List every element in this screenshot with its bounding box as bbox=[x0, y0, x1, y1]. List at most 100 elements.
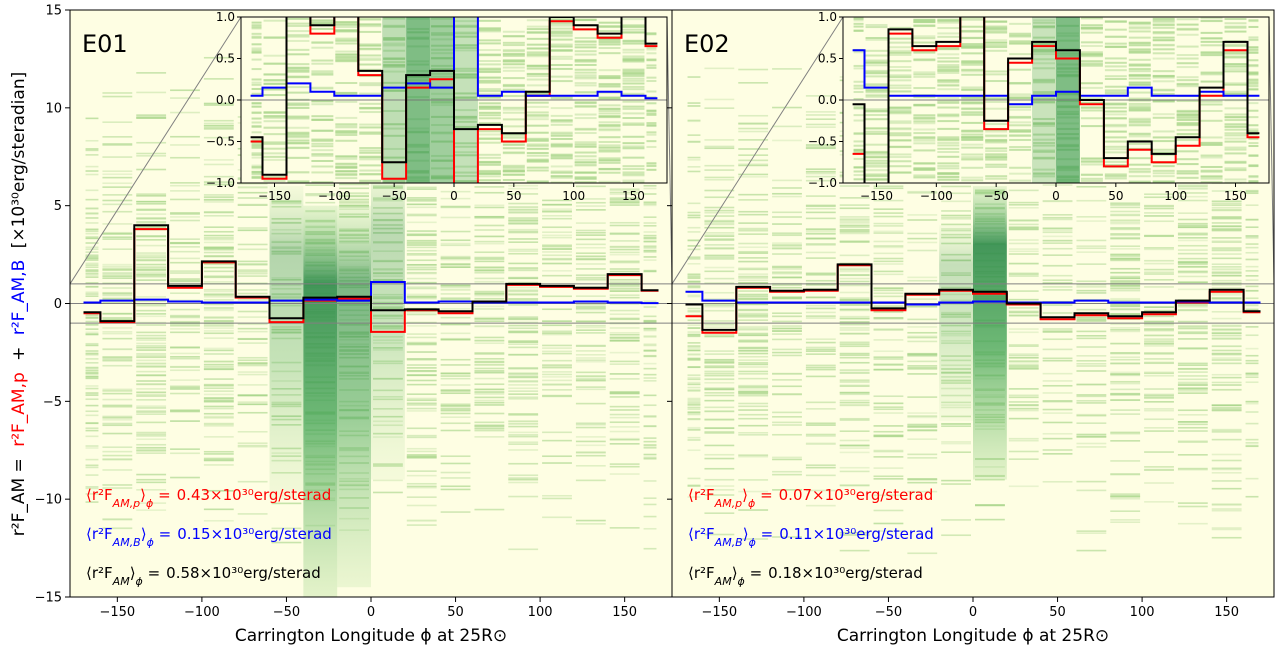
density-stripe bbox=[772, 329, 802, 332]
inset-density-stripe bbox=[574, 91, 597, 94]
density-stripe bbox=[1008, 228, 1039, 231]
density-stripe bbox=[136, 449, 167, 452]
density-stripe bbox=[102, 301, 133, 304]
inset-density-stripe bbox=[622, 165, 645, 168]
inset-density-stripe bbox=[431, 44, 453, 47]
inset-density-stripe bbox=[1009, 129, 1032, 132]
density-stripe bbox=[1144, 353, 1174, 355]
density-stripe bbox=[609, 392, 640, 395]
inset-density-stripe bbox=[478, 175, 501, 178]
density-stripe bbox=[474, 360, 505, 363]
inset-density-stripe bbox=[1248, 65, 1259, 68]
density-stripe bbox=[508, 223, 539, 225]
inset-density-stripe bbox=[550, 155, 573, 158]
density-stripe bbox=[508, 548, 539, 551]
inset-density-stripe bbox=[455, 154, 477, 157]
density-stripe bbox=[1008, 356, 1039, 359]
density-stripe bbox=[772, 211, 802, 214]
density-stripe bbox=[170, 246, 200, 248]
density-stripe bbox=[575, 222, 606, 224]
density-stripe bbox=[440, 409, 471, 412]
density-stripe bbox=[203, 319, 234, 322]
density-stripe bbox=[738, 319, 769, 321]
density-stripe bbox=[687, 429, 701, 431]
inset-density-stripe bbox=[287, 131, 310, 134]
inset-density-stripe bbox=[287, 133, 310, 136]
density-stripe bbox=[1110, 326, 1141, 329]
inset-density-stripe bbox=[287, 139, 310, 142]
density-stripe bbox=[1042, 242, 1073, 244]
density-stripe bbox=[203, 159, 234, 161]
density-stripe bbox=[839, 352, 870, 355]
density-stripe bbox=[873, 260, 904, 263]
inset-density-stripe bbox=[251, 138, 262, 141]
density-stripe bbox=[609, 317, 640, 320]
density-stripe bbox=[873, 257, 904, 260]
inset-density-stripe bbox=[1248, 71, 1259, 74]
density-stripe bbox=[738, 130, 769, 133]
density-stripe bbox=[772, 315, 802, 318]
inset-density-stripe bbox=[961, 129, 984, 132]
density-stripe bbox=[1245, 304, 1259, 307]
density-stripe bbox=[1042, 218, 1073, 221]
inset-density-stripe bbox=[1224, 93, 1247, 96]
density-stripe bbox=[609, 396, 640, 398]
inset-density-stripe bbox=[1248, 130, 1259, 133]
density-stripe bbox=[643, 315, 657, 318]
inset-density-stripe bbox=[550, 134, 573, 137]
inset-density-stripe bbox=[1176, 115, 1199, 118]
density-stripe bbox=[704, 222, 735, 225]
inset-density-stripe bbox=[985, 100, 1008, 103]
inset-density-stripe bbox=[478, 27, 501, 30]
density-stripe bbox=[508, 289, 539, 291]
inset-density-stripe bbox=[1128, 67, 1151, 70]
density-stripe bbox=[687, 399, 701, 401]
density-stripe bbox=[1110, 330, 1141, 333]
density-stripe bbox=[136, 117, 167, 119]
density-stripe bbox=[406, 321, 437, 324]
x-tick-label: 50 bbox=[1049, 605, 1066, 620]
series-lines bbox=[685, 263, 1261, 334]
inset-density-stripe bbox=[937, 165, 960, 168]
density-stripe bbox=[406, 246, 437, 249]
inset-density-stripe bbox=[526, 43, 549, 46]
density-stripe bbox=[839, 401, 870, 404]
density-stripe bbox=[609, 290, 640, 292]
inset-density-stripe bbox=[961, 44, 984, 47]
density-stripe bbox=[1177, 212, 1208, 214]
density-stripe bbox=[1008, 242, 1039, 245]
density-stripe bbox=[406, 200, 437, 202]
density-stripe bbox=[738, 222, 769, 224]
inset-density-stripe bbox=[1128, 26, 1151, 29]
density-stripe bbox=[203, 416, 234, 419]
density-stripe bbox=[440, 190, 471, 193]
inset-density-stripe bbox=[598, 109, 621, 112]
density-stripe bbox=[738, 233, 769, 235]
density-stripe bbox=[772, 456, 802, 459]
density-stripe bbox=[1110, 206, 1141, 209]
density-stripe bbox=[1042, 304, 1073, 306]
inset-density-stripe bbox=[574, 36, 597, 39]
density-stripe bbox=[508, 324, 539, 327]
inset-density-stripe bbox=[961, 36, 984, 39]
density-stripe bbox=[1144, 409, 1174, 412]
density-stripe bbox=[1076, 489, 1107, 492]
density-stripe bbox=[406, 268, 437, 271]
density-stripe bbox=[738, 122, 769, 124]
inset-density-stripe bbox=[311, 19, 334, 22]
inset-density-stripe bbox=[1224, 83, 1247, 86]
density-stripe bbox=[575, 320, 606, 323]
inset-density-stripe bbox=[251, 47, 262, 50]
density-stripe bbox=[839, 399, 870, 402]
density-stripe bbox=[1008, 201, 1039, 204]
density-stripe bbox=[687, 374, 701, 376]
density-stripe bbox=[1211, 381, 1242, 384]
density-stripe bbox=[609, 437, 640, 440]
density-stripe bbox=[704, 387, 735, 390]
density-stripe bbox=[738, 417, 769, 420]
density-stripe bbox=[975, 504, 1005, 506]
density-stripe bbox=[203, 508, 234, 511]
density-stripe bbox=[1211, 292, 1242, 295]
inset-density-stripe bbox=[853, 114, 864, 117]
density-stripe bbox=[687, 159, 701, 161]
